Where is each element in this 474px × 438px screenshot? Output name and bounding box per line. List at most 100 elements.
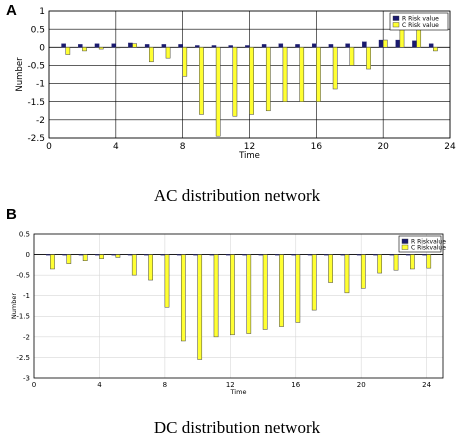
chart-1-xtick-label: 20 xyxy=(357,381,366,389)
chart-1-bar-c xyxy=(360,254,366,289)
chart-1-bar-c xyxy=(410,254,415,270)
chart-1-bar-r xyxy=(324,254,329,256)
chart-0-bar-r xyxy=(395,39,401,48)
chart-1-bar-c xyxy=(246,254,252,334)
chart-1-bar-c xyxy=(328,254,333,283)
chart-1-bar-c xyxy=(344,254,350,294)
chart-1-bar-r xyxy=(46,254,51,256)
chart-1-bar-c xyxy=(213,254,219,338)
caption-a: AC distribution network xyxy=(153,186,321,205)
chart-0-bar-c xyxy=(98,47,104,50)
chart-1-legend-box xyxy=(398,235,442,253)
chart-1-bar-r xyxy=(356,254,362,256)
chart-1-bar-r xyxy=(225,254,231,256)
chart-1-xtick-label: 16 xyxy=(291,381,300,389)
chart-1-bar-r xyxy=(209,254,215,256)
chart-0-bar-r xyxy=(94,43,100,48)
chart-0-legend-swatch xyxy=(392,22,400,28)
chart-1-bar-r xyxy=(95,254,100,256)
chart-1-bar-r xyxy=(373,254,378,256)
chart-1-plot-frame xyxy=(33,233,444,379)
chart-1-bar-c xyxy=(262,254,268,330)
chart-1-bar-c xyxy=(279,254,284,327)
chart-0-xtick-label: 4 xyxy=(113,142,119,152)
chart-0-bar-c xyxy=(149,47,154,63)
chart-1-bar-r xyxy=(389,254,395,256)
chart-0-ytick-label: -2.5 xyxy=(27,134,45,144)
chart-1-ytick-label: 0.5 xyxy=(19,230,30,238)
chart-0-bar-c xyxy=(199,47,204,115)
chart-0-bar-r xyxy=(311,43,317,48)
chart-1-bar-r xyxy=(340,254,345,256)
chart-1-ytick-label: -1.5 xyxy=(16,313,30,321)
chart-0-xtick-label: 0 xyxy=(46,142,52,152)
chart-0-xtick-label: 8 xyxy=(180,142,186,152)
chart-0-bar-r xyxy=(61,43,66,48)
chart-1-bar-r xyxy=(307,254,313,256)
chart-0-xtick-label: 20 xyxy=(377,142,389,152)
panel-label-a: A xyxy=(6,2,17,19)
chart-1-bar-c xyxy=(115,254,121,258)
chart-1-bar-r xyxy=(291,254,296,256)
chart-0-bar-r xyxy=(378,39,384,48)
panel-label-b: B xyxy=(6,206,17,223)
chart-1-bar-r xyxy=(258,254,264,256)
chart-0-bar-r xyxy=(228,45,233,48)
chart-1-bar-r xyxy=(160,254,166,256)
chart-1-bar-c xyxy=(295,254,301,323)
chart-1-y-axis-title: Number xyxy=(10,293,18,319)
chart-1-legend-label: C Riskvalue xyxy=(411,245,446,252)
chart-0-bar-c xyxy=(249,47,254,115)
chart-0-bar-r xyxy=(195,45,200,48)
chart-1-bar-r xyxy=(78,254,84,256)
chart-1-bar-r xyxy=(242,254,247,256)
chart-0-bar-r xyxy=(412,40,417,48)
chart-1-bar-c xyxy=(311,254,317,311)
chart-0-plot-frame xyxy=(48,10,451,139)
chart-0-legend-box xyxy=(389,12,449,31)
chart-1-bar-r xyxy=(193,254,198,256)
chart-0-bar-c xyxy=(82,47,87,52)
chart-1-bar-r xyxy=(422,254,427,256)
chart-1-bar-c xyxy=(148,254,153,281)
chart-0-bar-c xyxy=(132,43,137,48)
chart-0-bar-r xyxy=(362,41,367,48)
chart-1-bar-r xyxy=(176,254,182,256)
chart-0-ytick-label: 1 xyxy=(39,7,45,17)
chart-1-bar-r xyxy=(405,254,411,256)
chart-1-xtick-label: 12 xyxy=(226,381,235,389)
chart-1-bar-c xyxy=(426,254,432,269)
chart-0-bar-c xyxy=(349,47,355,66)
chart-1-bar-r xyxy=(127,254,133,256)
chart-1-bar-r xyxy=(111,254,116,256)
chart-1-xtick-label: 4 xyxy=(97,381,102,389)
chart-0-ytick-label: -0.5 xyxy=(27,62,45,72)
chart-0-xtick-label: 24 xyxy=(444,142,456,152)
chart-0-bar-c xyxy=(433,47,438,52)
chart-a: 10.50-0.5-1-1.5-2-2.50 4 8 12 16 20 24TimeNumb… xyxy=(15,7,456,161)
chart-1-bar-c xyxy=(99,254,104,259)
chart-0-bar-r xyxy=(111,43,116,48)
chart-0-ytick-label: 0 xyxy=(39,43,45,53)
chart-0-bar-r xyxy=(428,43,434,48)
chart-1-bar-r xyxy=(144,254,149,256)
chart-1-legend-swatch xyxy=(401,238,409,244)
caption-b: DC distribution network xyxy=(153,418,321,437)
chart-0-bar-c xyxy=(316,47,321,102)
chart-1-ytick-label: -2 xyxy=(23,333,30,341)
chart-1-bar-c xyxy=(230,254,235,336)
chart-1-xtick-label: 8 xyxy=(163,381,167,389)
chart-0-bar-r xyxy=(128,42,133,48)
chart-0-bar-r xyxy=(144,44,150,48)
chart-0-ytick-label: -1 xyxy=(36,80,45,90)
chart-0-ytick-label: -2 xyxy=(36,116,45,126)
chart-1-bar-c xyxy=(131,254,137,276)
chart-0-x-axis-title: Time xyxy=(238,151,260,161)
chart-0-bar-r xyxy=(261,44,267,48)
chart-0-bar-c xyxy=(65,47,71,55)
chart-0-y-axis-title: Number xyxy=(15,57,25,92)
chart-0-bar-c xyxy=(332,47,338,90)
chart-0-bar-c xyxy=(182,47,188,77)
chart-1-legend-swatch xyxy=(401,244,409,250)
chart-1-xtick-label: 0 xyxy=(32,381,36,389)
